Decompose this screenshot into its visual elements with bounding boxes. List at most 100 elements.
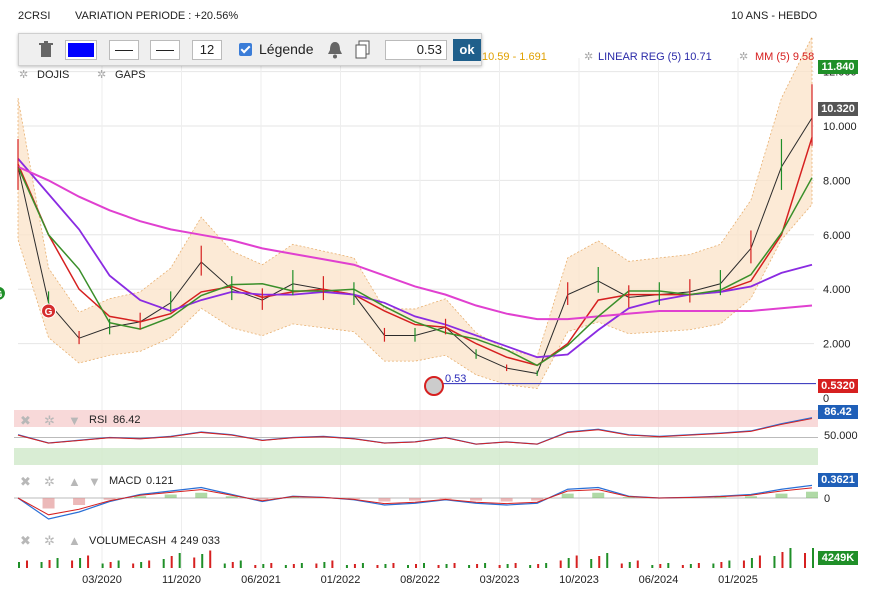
volume-value: 4 249 033 bbox=[171, 535, 220, 547]
gear-icon[interactable]: ✲ bbox=[739, 51, 749, 63]
macd-histogram-bar bbox=[134, 496, 147, 498]
volume-bar bbox=[750, 558, 753, 568]
color-picker[interactable] bbox=[65, 40, 97, 60]
bollinger-band bbox=[17, 36, 813, 389]
volume-bar bbox=[201, 554, 204, 568]
line-style-select[interactable] bbox=[109, 40, 139, 60]
arrow-down-icon[interactable]: ▼ bbox=[68, 413, 81, 428]
volume-bar bbox=[697, 563, 700, 568]
volume-bar bbox=[170, 556, 173, 568]
last-high-tag: 11.840 bbox=[818, 60, 858, 74]
volume-bar bbox=[148, 560, 151, 568]
volume-bar bbox=[315, 563, 318, 568]
copy-icon[interactable] bbox=[355, 40, 371, 60]
volume-bar bbox=[162, 559, 165, 568]
volume-bar bbox=[758, 555, 761, 568]
gear-icon[interactable]: ✲ bbox=[44, 474, 55, 489]
volume-bar bbox=[742, 560, 745, 568]
arrow-up-icon[interactable]: ▲ bbox=[68, 533, 81, 548]
close-icon[interactable]: ✖ bbox=[20, 533, 31, 548]
volume-bar bbox=[345, 565, 348, 568]
volume-bar bbox=[331, 560, 334, 568]
macd-signal-line bbox=[17, 487, 813, 516]
line-width-select[interactable] bbox=[150, 40, 180, 60]
macd-histogram-bar bbox=[439, 498, 452, 499]
gear-icon[interactable]: ✲ bbox=[44, 413, 55, 428]
bollinger-legend[interactable]: 10.59 - 1.691 bbox=[482, 51, 547, 63]
volume-bar bbox=[423, 563, 425, 568]
volume-bar bbox=[284, 565, 287, 568]
legend-checkbox[interactable] bbox=[239, 43, 252, 56]
trash-icon[interactable] bbox=[39, 41, 53, 58]
level-tag: 0.5320 bbox=[818, 379, 858, 393]
legend-label: Légende bbox=[259, 41, 314, 57]
volume-bar bbox=[40, 562, 43, 568]
macd-zero-label: 0 bbox=[824, 493, 831, 505]
level-drag-handle[interactable] bbox=[424, 376, 444, 396]
y-tick-label: 8.000 bbox=[823, 175, 851, 187]
volume-bar bbox=[262, 564, 265, 568]
x-tick-label: 01/2025 bbox=[718, 574, 758, 586]
close-icon[interactable]: ✖ bbox=[20, 413, 31, 428]
signal-marker bbox=[0, 285, 6, 301]
volume-bar bbox=[620, 563, 623, 568]
macd-value: 0.121 bbox=[146, 475, 174, 487]
mm-legend[interactable]: MM (5) 9.58 bbox=[755, 51, 815, 63]
gaps-toggle[interactable]: GAPS bbox=[115, 69, 146, 81]
macd-histogram-bar bbox=[714, 497, 727, 498]
volume-bar bbox=[193, 557, 196, 568]
volume-bar bbox=[56, 558, 59, 568]
arrow-up-icon[interactable]: ▲ bbox=[68, 474, 81, 489]
gear-icon[interactable]: ✲ bbox=[44, 533, 55, 548]
volume-bar bbox=[87, 555, 90, 568]
level-input[interactable]: 0.53 bbox=[385, 40, 447, 60]
period-label[interactable]: 10 ANS - HEBDO bbox=[731, 10, 818, 22]
volume-bar bbox=[361, 563, 364, 568]
volume-bar bbox=[223, 563, 226, 568]
arrow-down-icon[interactable]: ▼ bbox=[88, 474, 101, 489]
gear-icon[interactable]: ✲ bbox=[97, 69, 107, 81]
signal-label: G bbox=[45, 307, 53, 318]
macd-histogram-bar bbox=[103, 498, 116, 500]
green-average-line bbox=[17, 166, 813, 367]
drawing-toolbar: 12 Légende 0.53 ok bbox=[18, 33, 482, 66]
macd-histogram-bar bbox=[164, 494, 177, 498]
volume-bar bbox=[384, 564, 387, 568]
volume-bar bbox=[812, 548, 814, 568]
volume-bar bbox=[712, 563, 715, 568]
bell-icon[interactable] bbox=[327, 41, 343, 59]
volume-bar bbox=[132, 563, 135, 568]
volume-label: VOLUMECASH bbox=[89, 535, 167, 547]
volume-tag: 4249K bbox=[818, 551, 858, 565]
volume-bar bbox=[71, 560, 74, 568]
macd-histogram-bar bbox=[378, 498, 391, 502]
rsi-signal-line bbox=[17, 418, 813, 445]
macd-histogram-bar bbox=[409, 498, 421, 501]
volume-bar bbox=[48, 560, 51, 568]
volume-bar bbox=[476, 564, 479, 568]
average-line bbox=[17, 158, 813, 359]
y-tick-label: 2.000 bbox=[823, 339, 851, 351]
volume-bar bbox=[468, 565, 471, 568]
close-icon[interactable]: ✖ bbox=[20, 474, 31, 489]
dojis-toggle[interactable]: DOJIS bbox=[37, 69, 70, 81]
volume-bar bbox=[18, 562, 20, 568]
last-price-tag: 10.320 bbox=[818, 102, 858, 116]
volume-bar bbox=[720, 562, 723, 568]
font-size-input[interactable]: 12 bbox=[192, 40, 222, 60]
macd-histogram-bar bbox=[256, 498, 269, 500]
volume-bar bbox=[140, 562, 143, 568]
gear-icon[interactable]: ✲ bbox=[584, 51, 594, 63]
x-tick-label: 08/2022 bbox=[400, 574, 440, 586]
volume-bar bbox=[239, 560, 242, 568]
linear-reg-legend[interactable]: LINEAR REG (5) 10.71 bbox=[598, 51, 712, 63]
volume-bar bbox=[651, 565, 654, 568]
volume-bar bbox=[506, 564, 509, 568]
volume-bar bbox=[109, 562, 112, 568]
gear-icon[interactable]: ✲ bbox=[19, 69, 29, 81]
ticker: 2CRSI bbox=[18, 10, 51, 22]
macd-histogram-bar bbox=[500, 498, 513, 502]
ok-button[interactable]: ok bbox=[453, 39, 481, 61]
x-tick-label: 11/2020 bbox=[162, 574, 201, 586]
